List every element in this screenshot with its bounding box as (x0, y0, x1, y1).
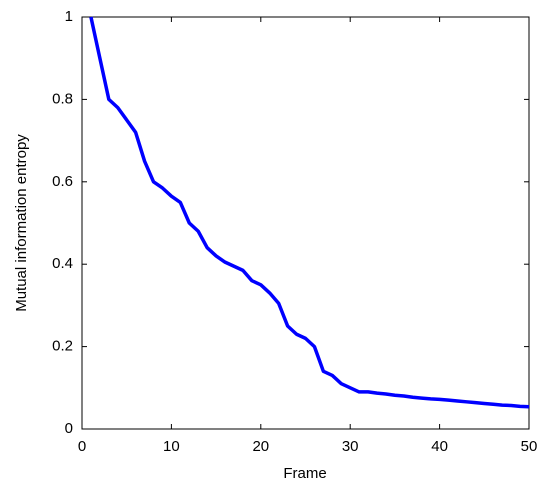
y-axis-label: Mutual information entropy (13, 134, 30, 312)
y-tick-label: 0.2 (52, 338, 73, 355)
x-tick-label: 10 (163, 438, 180, 455)
x-tick-label: 50 (521, 438, 538, 455)
x-tick-label: 0 (78, 438, 86, 455)
y-tick-label: 0.4 (52, 255, 73, 272)
y-tick-label: 0.8 (52, 90, 73, 107)
y-tick-label: 0 (65, 420, 73, 437)
y-tick-label: 0.6 (52, 173, 73, 190)
x-tick-label: 40 (431, 438, 448, 455)
x-tick-label: 20 (252, 438, 269, 455)
y-tick-label: 1 (65, 8, 73, 25)
data-line (89, 16, 530, 409)
axes-box (81, 16, 530, 430)
x-axis-label: Frame (283, 465, 326, 482)
x-tick-label: 30 (342, 438, 359, 455)
